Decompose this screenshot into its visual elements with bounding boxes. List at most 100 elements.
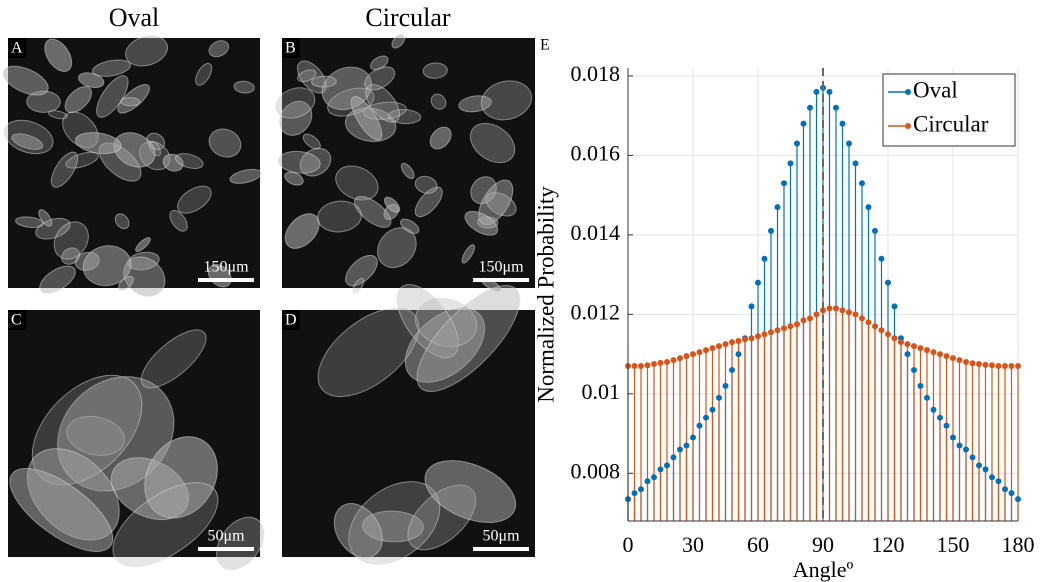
panel-label: E <box>540 37 550 54</box>
stem-marker <box>983 466 989 472</box>
stem-marker <box>703 415 709 421</box>
stem-marker <box>859 315 865 321</box>
stem-marker <box>781 180 787 186</box>
stem-marker <box>989 474 995 480</box>
stem-marker <box>963 446 969 452</box>
panel-label: D <box>285 312 297 329</box>
stem-marker <box>690 435 696 441</box>
x-tick-label: 150 <box>937 532 970 557</box>
y-axis-label: Normalized Probability <box>533 186 558 403</box>
stem-marker <box>950 355 956 361</box>
stem-marker <box>1015 363 1021 369</box>
stem-marker <box>989 362 995 368</box>
legend-marker <box>905 123 911 129</box>
stem-marker <box>970 454 976 460</box>
stem-marker <box>970 360 976 366</box>
stem-marker <box>677 446 683 452</box>
y-tick-label: 0.008 <box>571 458 621 483</box>
stem-marker <box>690 351 696 357</box>
scale-label: 150μm <box>478 259 524 276</box>
x-tick-label: 30 <box>682 532 704 557</box>
stem-marker <box>814 89 820 95</box>
stem-marker <box>879 256 885 262</box>
stem-marker <box>937 351 943 357</box>
stem-marker <box>794 141 800 147</box>
stem-marker <box>762 331 768 337</box>
stem-marker <box>723 383 729 389</box>
stem-marker <box>1002 486 1008 492</box>
stem-marker <box>918 345 924 351</box>
stem-marker <box>957 443 963 449</box>
stem-marker <box>905 351 911 357</box>
stem-marker <box>788 160 794 166</box>
stem-marker <box>846 141 852 147</box>
y-tick-label: 0.012 <box>571 299 621 324</box>
column-header: Circular <box>365 3 451 32</box>
stem-marker <box>664 462 670 468</box>
x-tick-label: 180 <box>1002 532 1035 557</box>
stem-marker <box>976 361 982 367</box>
legend-label: Oval <box>913 77 958 102</box>
stem-marker <box>749 303 755 309</box>
stem-marker <box>911 367 917 373</box>
stem-marker <box>710 345 716 351</box>
stem-marker <box>944 353 950 359</box>
stem-marker <box>703 347 709 353</box>
stem-marker <box>892 303 898 309</box>
scale-label: 150μm <box>203 259 249 276</box>
stem-marker <box>664 359 670 365</box>
stem-marker <box>1002 363 1008 369</box>
stem-marker <box>807 315 813 321</box>
stem-marker <box>710 407 716 413</box>
stem-marker <box>996 478 1002 484</box>
stem-marker <box>879 327 885 333</box>
stem-marker <box>833 105 839 111</box>
stem-marker <box>671 454 677 460</box>
stem-marker <box>697 423 703 429</box>
stem-marker <box>853 311 859 317</box>
stem-marker <box>1009 490 1015 496</box>
stem-marker <box>716 343 722 349</box>
stem-marker <box>736 351 742 357</box>
panel-label: B <box>285 40 296 57</box>
x-tick-label: 0 <box>623 532 634 557</box>
stem-marker <box>775 327 781 333</box>
stem-marker <box>931 407 937 413</box>
stem-marker <box>651 361 657 367</box>
stem-marker <box>684 353 690 359</box>
stem-marker <box>768 228 774 234</box>
stem-marker <box>944 423 950 429</box>
column-header: Oval <box>109 3 160 32</box>
stem-marker <box>788 323 794 329</box>
scale-label: 50μm <box>207 528 245 545</box>
stem-marker <box>1009 363 1015 369</box>
stem-marker <box>638 363 644 369</box>
stem-marker <box>768 329 774 335</box>
stem-marker <box>716 395 722 401</box>
stem-marker <box>898 339 904 345</box>
stem-marker <box>976 462 982 468</box>
panel-label: A <box>11 40 23 57</box>
stem-marker <box>801 317 807 323</box>
stem-marker <box>924 395 930 401</box>
stem-marker <box>807 105 813 111</box>
stem-marker <box>957 357 963 363</box>
x-axis-label: Angleº <box>793 557 854 582</box>
stem-marker <box>840 307 846 313</box>
stem-marker <box>658 360 664 366</box>
stem-marker <box>729 367 735 373</box>
stem-marker <box>827 89 833 95</box>
stem-marker <box>918 383 924 389</box>
stem-marker <box>892 335 898 341</box>
stem-marker <box>638 486 644 492</box>
panel-label: C <box>11 312 22 329</box>
stem-marker <box>853 160 859 166</box>
stem-marker <box>671 357 677 363</box>
legend-marker <box>905 89 911 95</box>
stem-marker <box>937 415 943 421</box>
stem-marker <box>749 335 755 341</box>
stem-marker <box>801 121 807 127</box>
y-tick-label: 0.014 <box>571 220 621 245</box>
stem-marker <box>833 305 839 311</box>
stem-marker <box>645 478 651 484</box>
